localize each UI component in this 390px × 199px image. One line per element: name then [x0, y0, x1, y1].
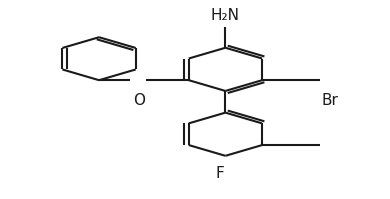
Text: F: F: [216, 166, 225, 181]
Text: Br: Br: [322, 93, 339, 108]
Text: O: O: [134, 93, 145, 108]
Text: H₂N: H₂N: [211, 8, 240, 23]
